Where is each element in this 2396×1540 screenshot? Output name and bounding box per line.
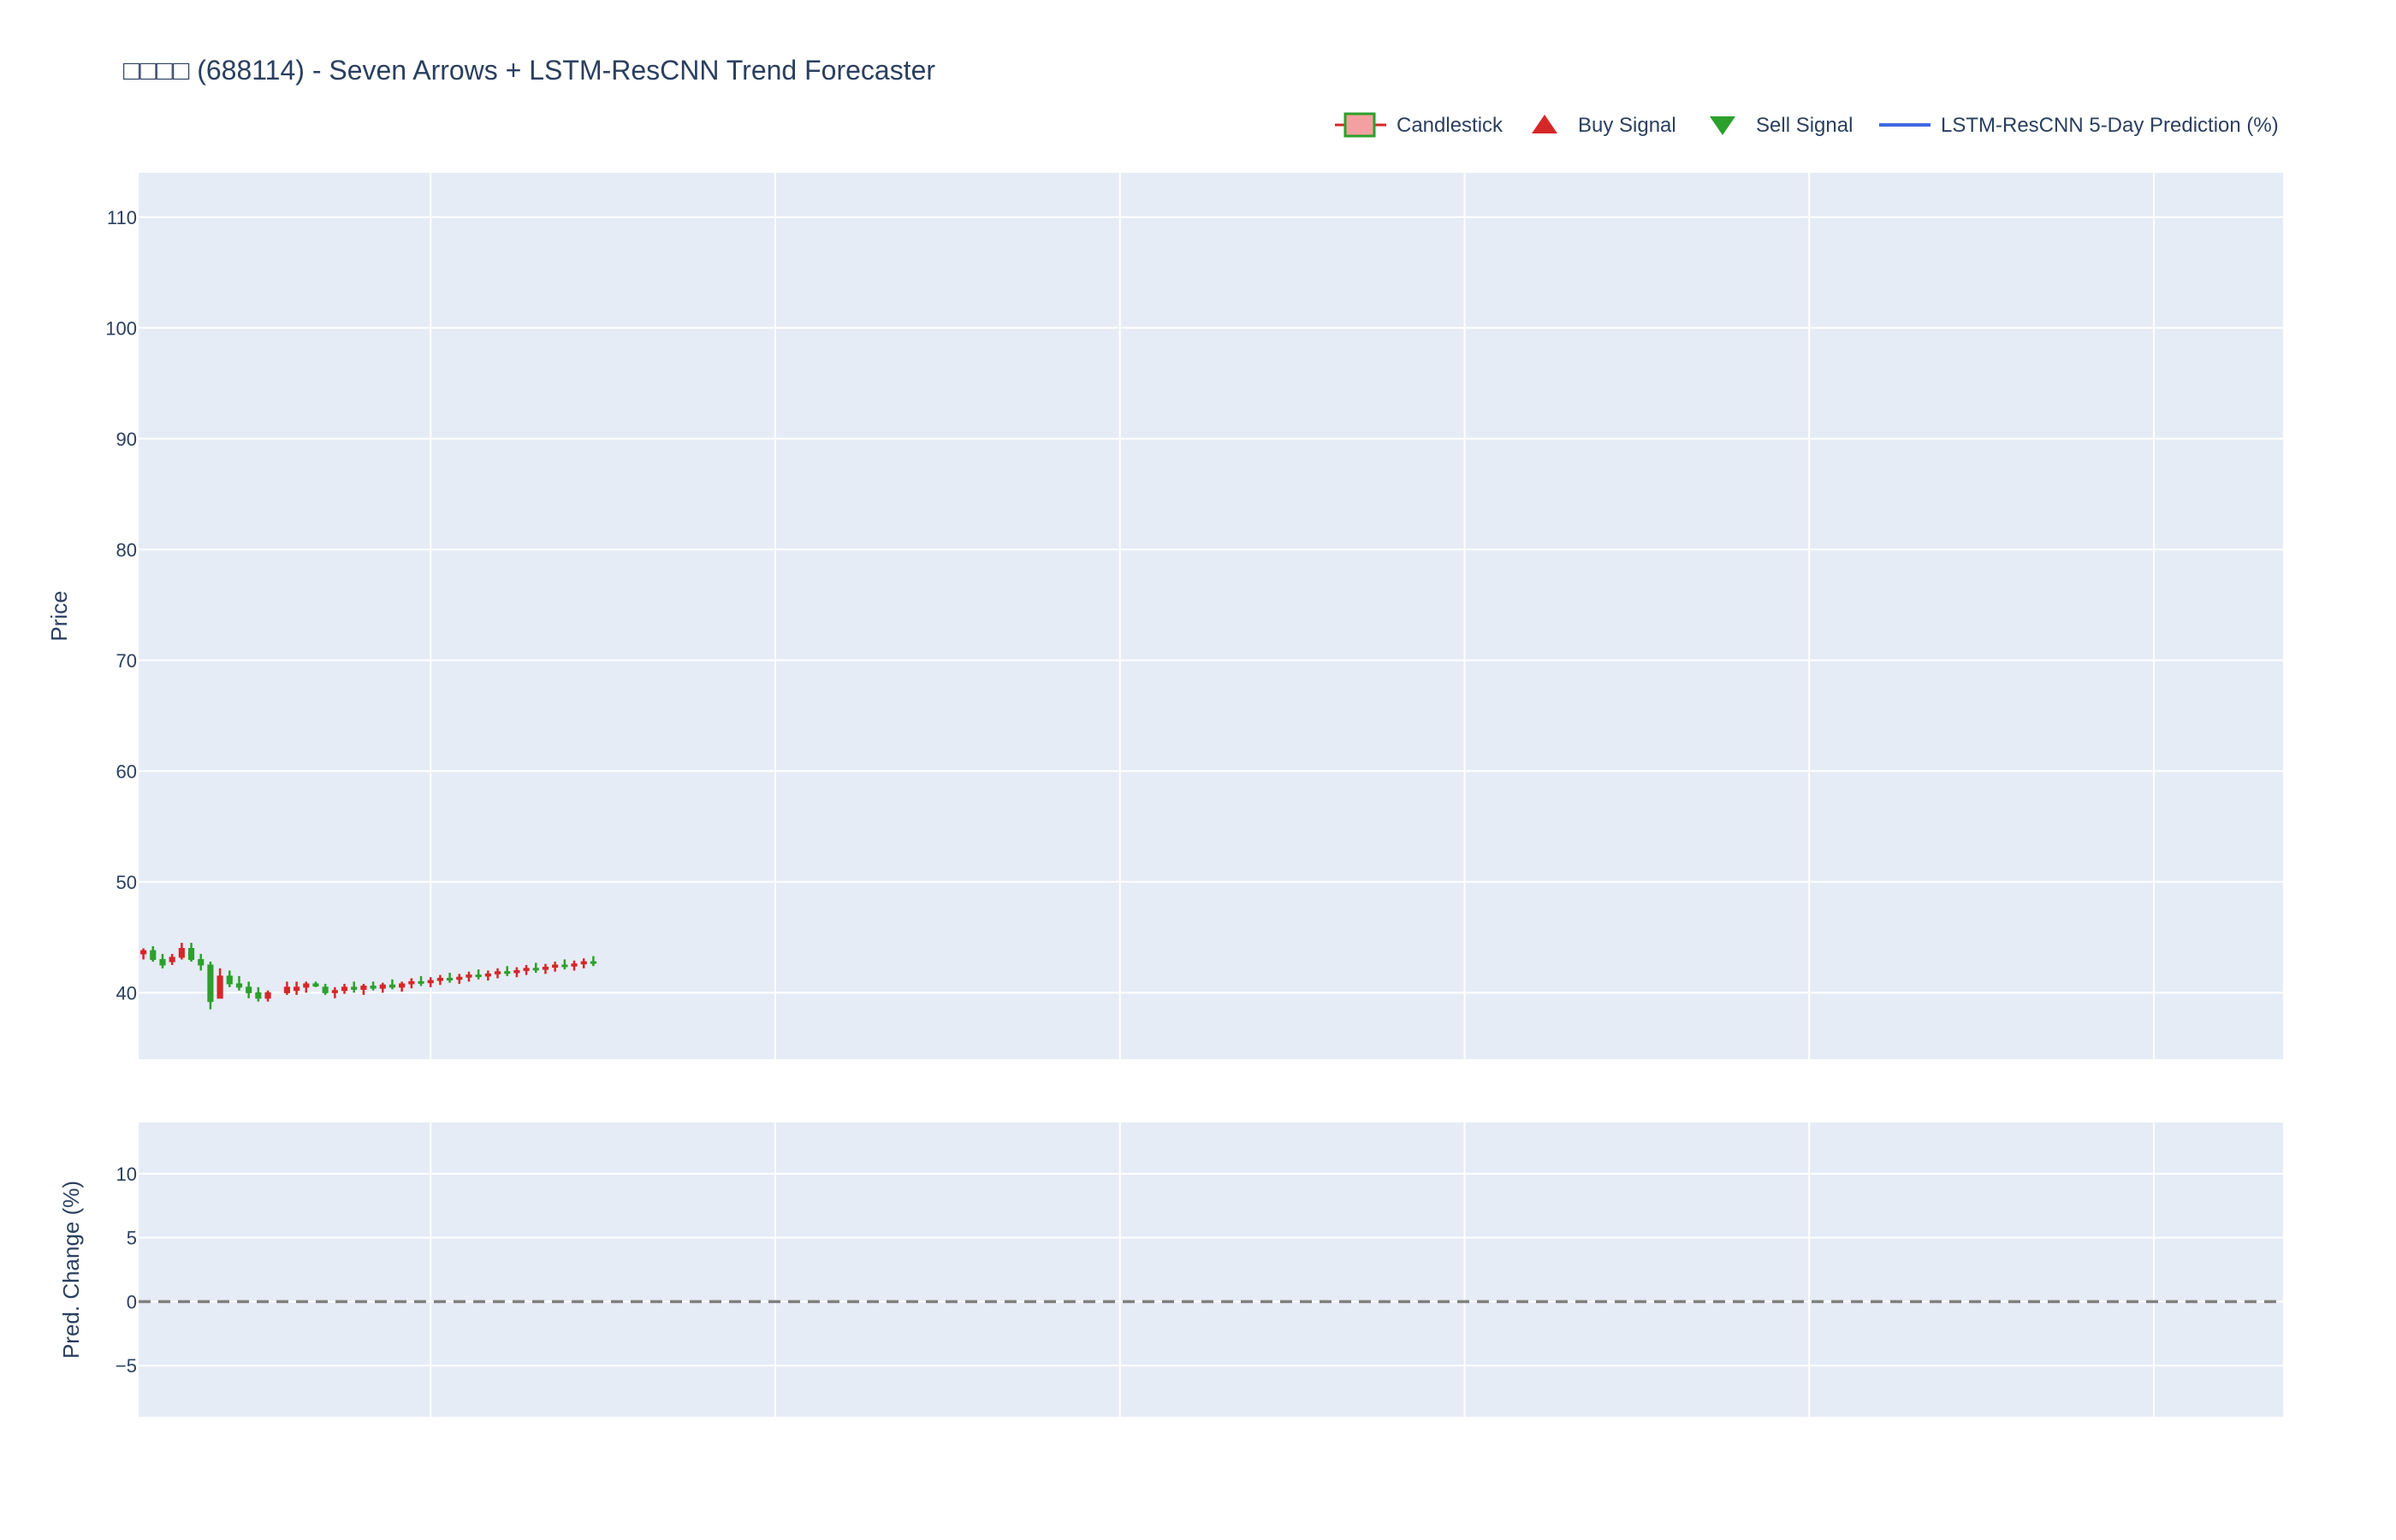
prediction-tick-label: 10 xyxy=(116,1164,137,1185)
legend-label: LSTM-ResCNN 5-Day Prediction (%) xyxy=(1941,114,2279,137)
prediction-plot-background xyxy=(139,1122,2283,1417)
candle-body xyxy=(399,983,406,988)
legend-label: Sell Signal xyxy=(1756,114,1853,137)
candle-body xyxy=(561,964,568,968)
price-tick-label: 50 xyxy=(116,872,137,893)
candle-body xyxy=(360,986,367,990)
candle-body xyxy=(513,969,520,974)
candle-body xyxy=(456,976,463,980)
candle-body xyxy=(475,974,482,978)
candle-body xyxy=(590,961,596,964)
legend-buy-icon xyxy=(1532,115,1557,133)
prediction-axis-title: Pred. Change (%) xyxy=(58,1181,84,1359)
price-panel: 40 50 60 70 80 90 100 110 Price xyxy=(46,173,2283,1059)
candle-body xyxy=(484,973,491,977)
candle-body xyxy=(255,992,262,999)
price-axis-title: Price xyxy=(46,590,72,641)
candle-body xyxy=(580,961,587,965)
price-tick-label: 100 xyxy=(105,317,137,339)
candle-body xyxy=(159,958,166,966)
legend-candle-icon xyxy=(1343,112,1376,138)
prediction-panel: −5 0 5 10 Pred. Change (%) xyxy=(58,1122,2283,1417)
candle-body xyxy=(504,971,511,974)
candle-body xyxy=(494,971,501,974)
candle-body xyxy=(552,964,559,968)
candle-body xyxy=(427,980,434,984)
candle-body xyxy=(532,968,539,971)
candle-body xyxy=(169,957,175,962)
candle-body xyxy=(294,986,300,992)
candle-body xyxy=(542,967,549,970)
candle-body xyxy=(216,975,223,999)
candle-body xyxy=(264,992,271,999)
candle-body xyxy=(150,950,157,960)
candle-body xyxy=(418,980,424,984)
price-tick-label: 60 xyxy=(116,761,137,782)
candle-body xyxy=(283,986,290,993)
candle-body xyxy=(235,983,243,988)
legend-label: Candlestick xyxy=(1397,114,1503,137)
legend-label: Buy Signal xyxy=(1578,114,1676,137)
candle-body xyxy=(312,983,319,987)
price-tick-label: 80 xyxy=(116,539,137,560)
candle-body xyxy=(140,950,147,955)
candle-body xyxy=(178,948,185,958)
candle-body xyxy=(303,983,310,988)
prediction-tick-label: −5 xyxy=(116,1355,137,1377)
candle-body xyxy=(523,968,530,971)
candle-body xyxy=(466,974,472,978)
chart-title: □□□□ (688114) - Seven Arrows + LSTM-ResC… xyxy=(123,55,936,86)
candle-body xyxy=(198,958,205,966)
candle-body xyxy=(226,975,233,985)
candle-body xyxy=(370,986,377,989)
candle-body xyxy=(341,986,348,992)
candle-body xyxy=(187,948,195,960)
price-tick-label: 90 xyxy=(116,429,137,450)
price-tick-label: 70 xyxy=(116,650,137,672)
prediction-tick-label: 0 xyxy=(127,1291,137,1312)
legend-sell-icon xyxy=(1710,116,1735,135)
candle-body xyxy=(571,963,578,967)
candle-body xyxy=(246,986,252,993)
candle-body xyxy=(351,986,358,990)
candle-body xyxy=(379,984,386,989)
candle-body xyxy=(388,984,396,988)
candle-body xyxy=(408,980,415,985)
price-tick-label: 40 xyxy=(116,982,137,1004)
candle-body xyxy=(322,986,329,993)
candle-body xyxy=(331,990,338,993)
price-plot-background xyxy=(139,173,2283,1059)
candle-body xyxy=(447,977,454,980)
candle-body xyxy=(207,964,214,1003)
price-tick-label: 110 xyxy=(107,207,137,228)
legend: Candlestick Buy Signal Sell Signal LSTM-Res… xyxy=(1335,112,2279,138)
prediction-tick-label: 5 xyxy=(127,1228,137,1249)
candle-body xyxy=(436,977,443,981)
